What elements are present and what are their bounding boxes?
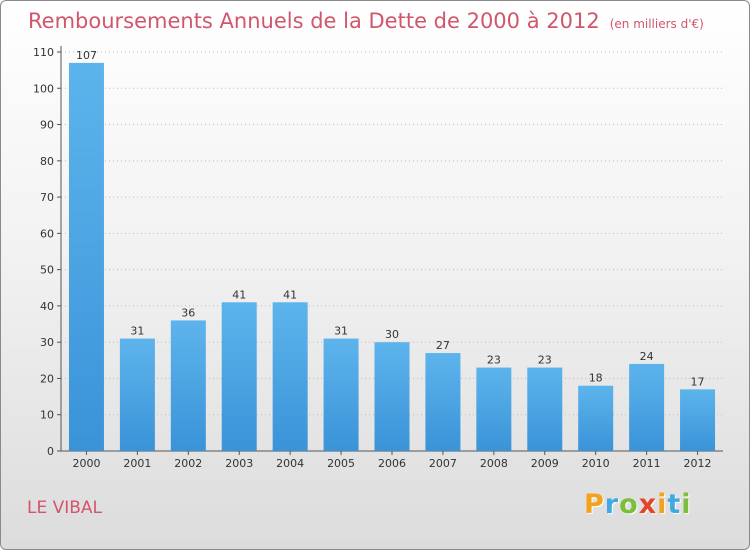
logo-letter: i: [657, 489, 668, 520]
x-tick-label: 2011: [633, 457, 661, 470]
bar-value-label: 27: [436, 339, 450, 352]
logo-letter: r: [604, 489, 620, 520]
bar: [680, 389, 716, 451]
bar: [119, 338, 155, 451]
commune-name: LE VIBAL: [27, 498, 103, 518]
x-tick-label: 2005: [327, 457, 355, 470]
x-tick-label: 2009: [531, 457, 559, 470]
x-tick-label: 2012: [684, 457, 712, 470]
bar: [323, 338, 359, 451]
bar-value-label: 41: [232, 288, 246, 301]
bar-value-label: 23: [487, 354, 501, 367]
bar: [425, 353, 461, 451]
bar: [272, 302, 308, 451]
bar: [578, 385, 614, 451]
y-tick-label: 10: [40, 409, 54, 422]
bar-value-label: 17: [691, 375, 705, 388]
bar-value-label: 107: [76, 49, 97, 62]
bar-value-label: 18: [589, 372, 603, 385]
bar: [221, 302, 257, 451]
labels: 0 10 20 30 40 50 60 70 80 90 100 110 107 2000 31 2001 36…: [33, 46, 712, 470]
bar: [527, 367, 563, 451]
y-tick-label: 90: [40, 119, 54, 132]
x-tick-label: 2001: [123, 457, 151, 470]
x-tick-label: 2007: [429, 457, 457, 470]
bar-value-label: 31: [334, 325, 348, 338]
bar: [476, 367, 512, 451]
bar-value-label: 41: [283, 288, 297, 301]
y-tick-label: 60: [40, 227, 54, 240]
chart-title: Remboursements Annuels de la Dette de 20…: [28, 9, 704, 33]
y-tick-label: 20: [40, 372, 54, 385]
x-tick-label: 2008: [480, 457, 508, 470]
bar: [170, 320, 206, 451]
y-tick-label: 80: [40, 155, 54, 168]
y-tick-label: 50: [40, 264, 54, 277]
y-tick-label: 70: [40, 191, 54, 204]
bar: [629, 363, 665, 451]
x-tick-label: 2010: [582, 457, 610, 470]
logo-letter: o: [619, 489, 639, 520]
bar-value-label: 36: [181, 306, 195, 319]
x-tick-label: 2000: [72, 457, 100, 470]
logo-letter: i: [681, 489, 692, 520]
x-tick-label: 2004: [276, 457, 304, 470]
bar: [68, 62, 104, 452]
y-tick-label: 30: [40, 336, 54, 349]
bars: [68, 62, 716, 452]
chart-unit: (en milliers d'€): [609, 17, 704, 31]
y-tick-label: 100: [33, 82, 54, 95]
bar-value-label: 24: [640, 350, 654, 363]
logo-letter: P: [584, 489, 605, 520]
bar-value-label: 30: [385, 328, 399, 341]
logo-letter: t: [667, 489, 682, 520]
y-tick-label: 0: [47, 445, 54, 458]
bar-value-label: 23: [538, 354, 552, 367]
title-text: Remboursements Annuels de la Dette de 20…: [28, 9, 600, 33]
y-tick-label: 110: [33, 46, 54, 59]
bar-value-label: 31: [130, 325, 144, 338]
logo-letter: x: [638, 489, 658, 520]
x-tick-label: 2006: [378, 457, 406, 470]
y-tick-label: 40: [40, 300, 54, 313]
bar: [374, 342, 410, 451]
proxiti-logo: Proxiti: [584, 489, 692, 520]
x-tick-label: 2002: [174, 457, 202, 470]
x-tick-label: 2003: [225, 457, 253, 470]
